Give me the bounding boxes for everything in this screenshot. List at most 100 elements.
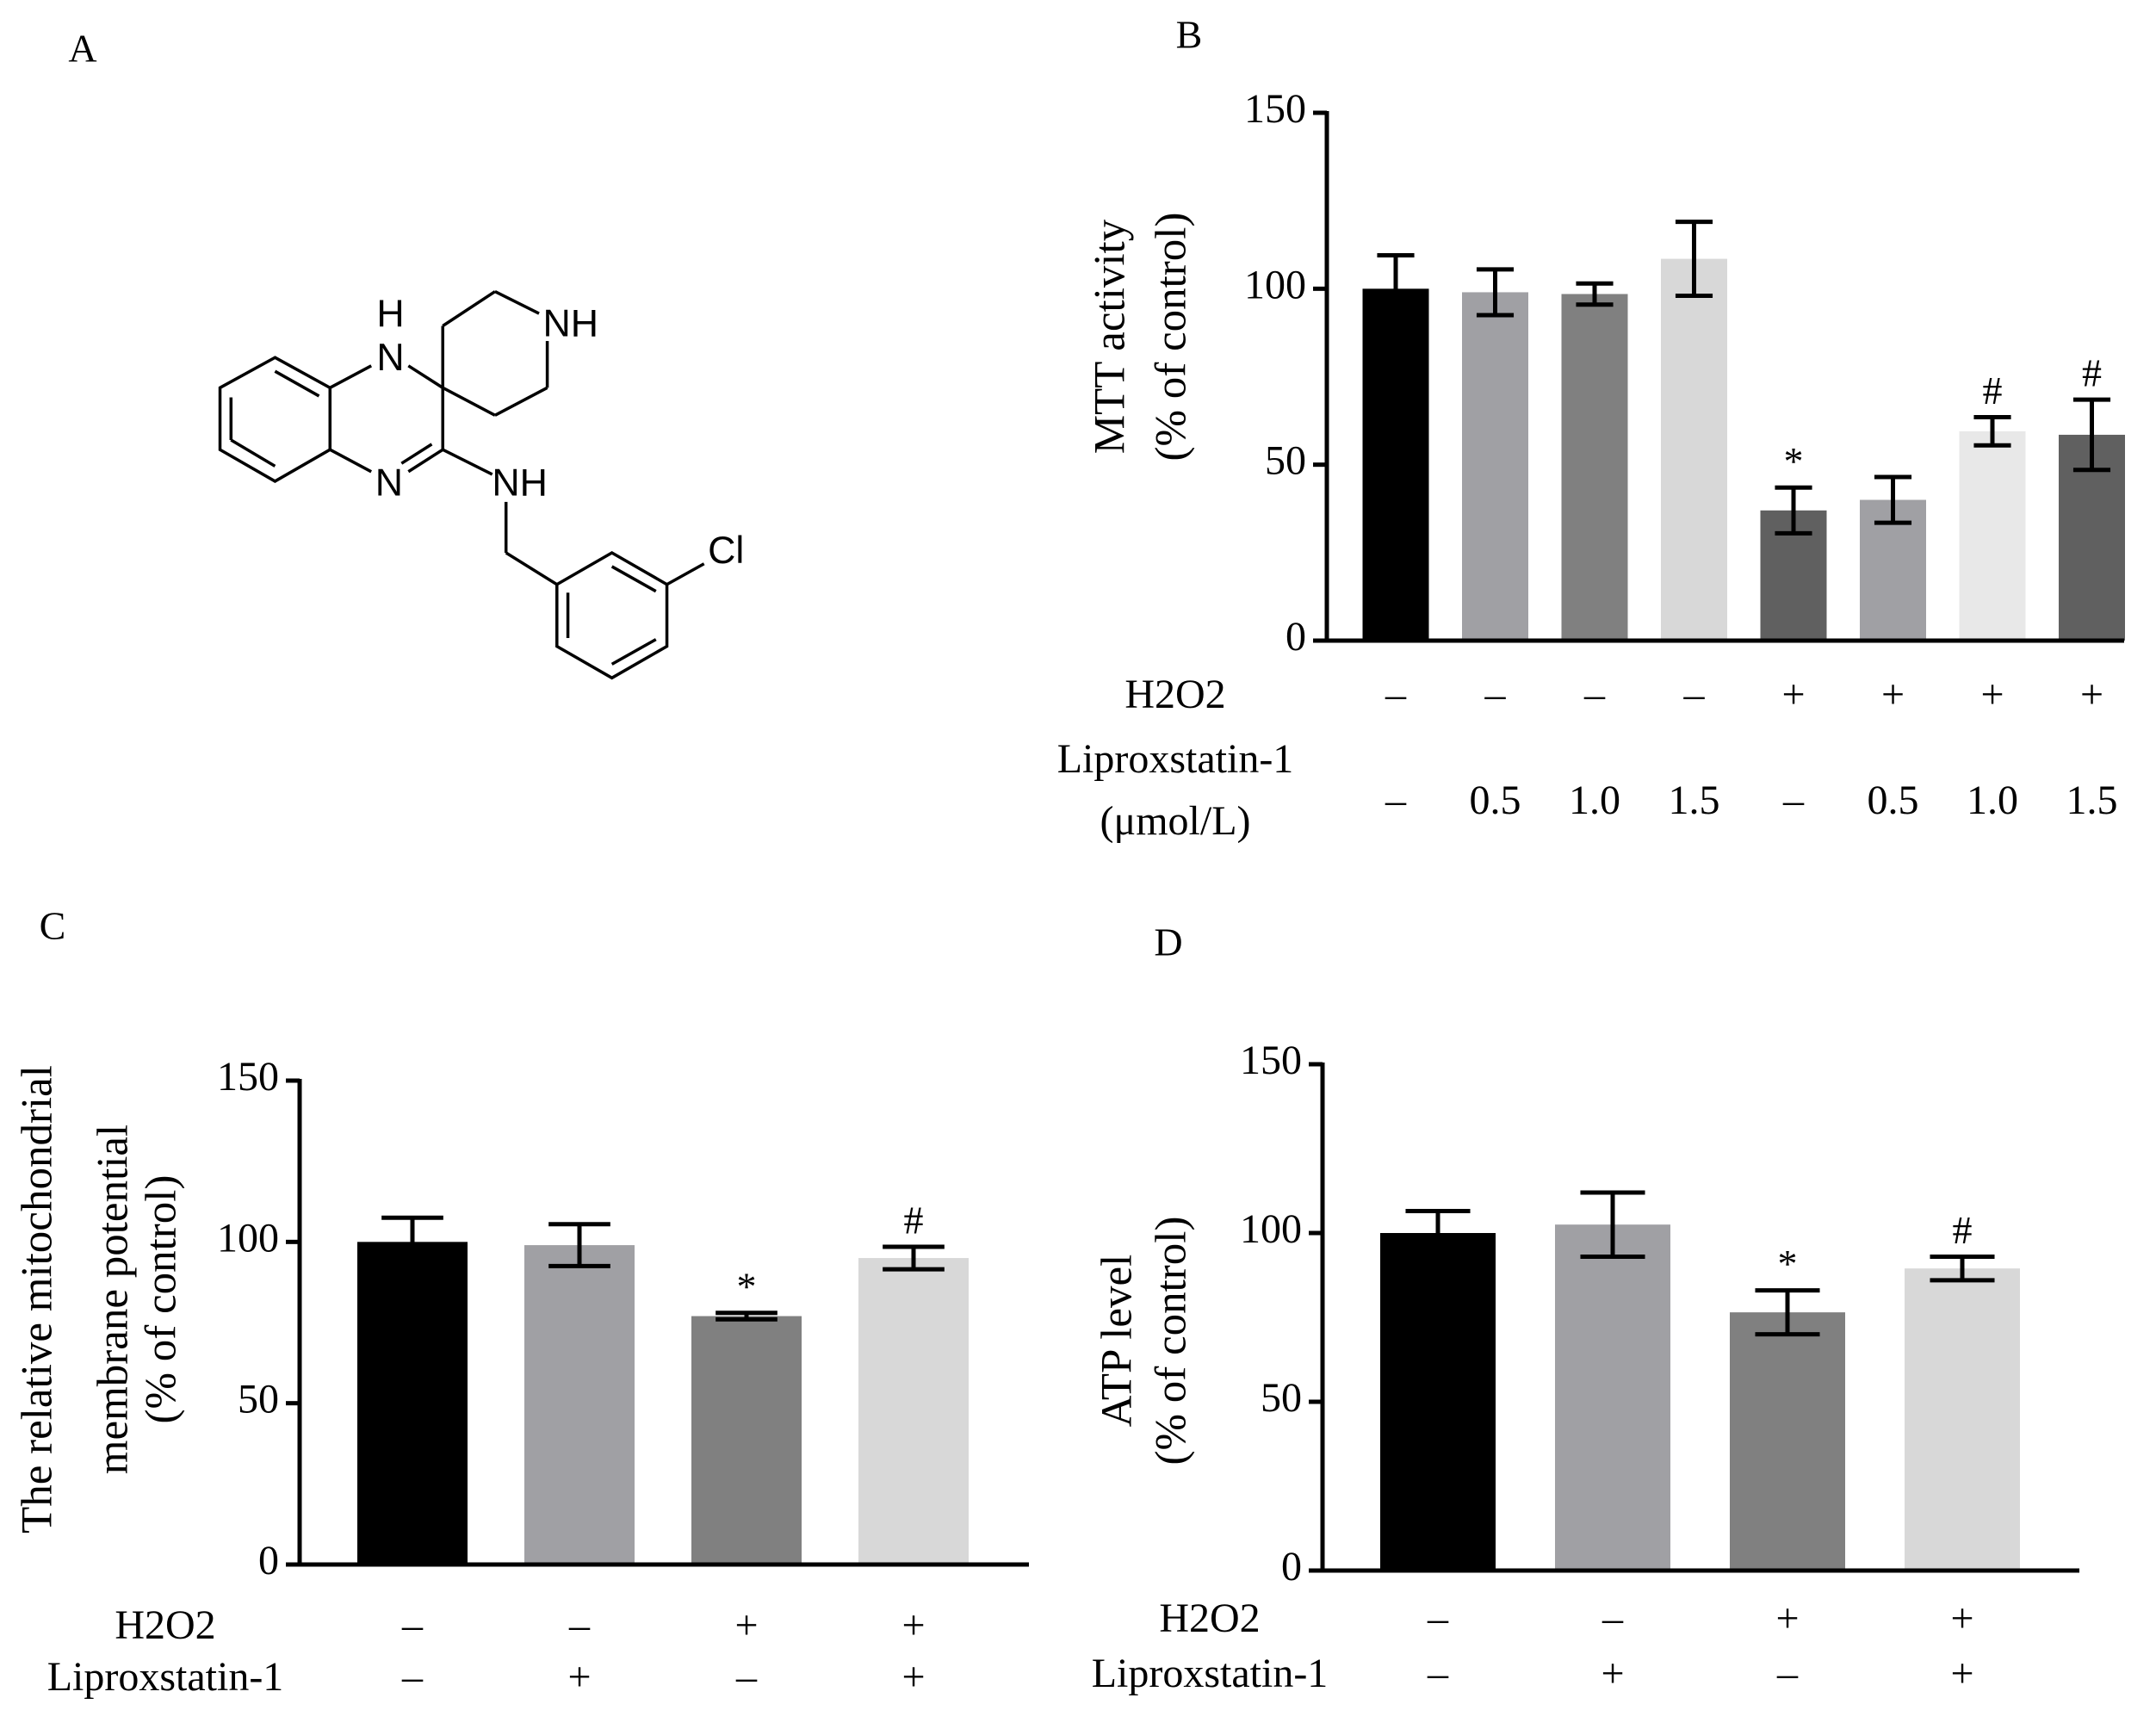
significance-mark: # bbox=[1983, 369, 2003, 412]
panel-label: C bbox=[40, 904, 66, 948]
y-axis-label: The relative mitochondrial bbox=[14, 1065, 62, 1534]
significance-mark: # bbox=[904, 1199, 924, 1242]
treatment-value: – bbox=[1782, 778, 1805, 823]
treatment-value: + bbox=[1601, 1651, 1624, 1696]
significance-mark: * bbox=[737, 1264, 757, 1308]
error-bar bbox=[1874, 474, 1912, 525]
significance-mark: * bbox=[1784, 439, 1804, 483]
y-axis-label: MTT activity bbox=[1087, 219, 1135, 454]
treatment-value: 1.5 bbox=[1669, 778, 1720, 823]
bar bbox=[357, 1242, 468, 1565]
bar bbox=[1959, 431, 2026, 641]
atom-label: N bbox=[376, 337, 404, 379]
bar bbox=[1462, 292, 1528, 641]
treatment-unit: (μmol/L) bbox=[1100, 798, 1250, 844]
y-tick-label: 150 bbox=[1240, 1038, 1302, 1083]
significance-mark: # bbox=[2082, 351, 2102, 395]
treatment-value: – bbox=[1583, 672, 1606, 717]
treatment-value: – bbox=[1385, 778, 1407, 823]
error-bar bbox=[2072, 397, 2111, 473]
error-bar bbox=[1675, 220, 1713, 299]
treatment-value: 1.0 bbox=[1569, 778, 1620, 823]
error-bar bbox=[1755, 1288, 1820, 1337]
y-tick-label: 50 bbox=[238, 1377, 279, 1422]
atom-label: NH bbox=[542, 302, 598, 344]
bar bbox=[524, 1245, 635, 1565]
treatment-value: + bbox=[1980, 672, 2004, 717]
treatment-value: – bbox=[568, 1602, 591, 1648]
y-tick-label: 150 bbox=[217, 1054, 279, 1100]
treatment-value: – bbox=[735, 1654, 758, 1700]
error-bar bbox=[716, 1311, 778, 1322]
error-bar bbox=[1576, 281, 1614, 307]
treatment-value: + bbox=[1781, 672, 1805, 717]
treatment-value: + bbox=[1950, 1651, 1973, 1696]
treatment-label: H2O2 bbox=[1159, 1596, 1260, 1641]
panel-label: D bbox=[1154, 920, 1182, 964]
y-tick-label: 100 bbox=[1240, 1206, 1302, 1252]
treatment-value: + bbox=[901, 1602, 925, 1648]
treatment-value: – bbox=[1484, 672, 1507, 717]
chemical-structure: H N NH N NH Cl bbox=[218, 289, 744, 680]
error-bar bbox=[1580, 1190, 1645, 1259]
error-bar bbox=[1377, 253, 1415, 325]
atom-label: NH bbox=[492, 462, 548, 505]
y-tick-label: 50 bbox=[1265, 438, 1306, 484]
error-bar bbox=[1476, 267, 1515, 318]
treatment-value: 0.5 bbox=[1868, 778, 1919, 823]
treatment-value: – bbox=[401, 1654, 424, 1700]
treatment-value: 1.0 bbox=[1967, 778, 2018, 823]
panel-label: A bbox=[68, 27, 96, 71]
atom-label: Cl bbox=[708, 530, 744, 572]
treatment-label: Liproxstatin-1 bbox=[1057, 736, 1294, 782]
significance-mark: # bbox=[1953, 1208, 1973, 1252]
error-bar bbox=[1405, 1209, 1471, 1257]
treatment-value: – bbox=[1602, 1596, 1624, 1641]
y-axis-label: (% of control) bbox=[1148, 1217, 1196, 1465]
bar bbox=[858, 1258, 969, 1565]
error-bar bbox=[381, 1215, 443, 1268]
treatment-value: – bbox=[1776, 1651, 1799, 1696]
bar bbox=[691, 1316, 802, 1565]
treatment-value: – bbox=[1385, 672, 1407, 717]
y-tick-label: 50 bbox=[1261, 1375, 1302, 1421]
error-bar bbox=[548, 1222, 610, 1268]
treatment-value: + bbox=[901, 1654, 925, 1700]
treatment-value: 1.5 bbox=[2066, 778, 2118, 823]
treatment-value: – bbox=[401, 1602, 424, 1648]
y-tick-label: 0 bbox=[1286, 614, 1306, 660]
atom-label: N bbox=[375, 462, 403, 505]
bar bbox=[1380, 1233, 1496, 1571]
significance-mark: * bbox=[1778, 1242, 1798, 1286]
treatment-value: – bbox=[1683, 672, 1706, 717]
bar bbox=[1555, 1224, 1670, 1571]
error-bar bbox=[883, 1244, 945, 1272]
y-axis-label: ATP level bbox=[1093, 1255, 1142, 1428]
y-axis-label: (% of control) bbox=[138, 1175, 186, 1424]
panel-label: B bbox=[1176, 13, 1203, 57]
treatment-label: Liproxstatin-1 bbox=[47, 1654, 284, 1700]
error-bar bbox=[1775, 485, 1812, 536]
treatment-value: + bbox=[2080, 672, 2103, 717]
treatment-value: + bbox=[1950, 1596, 1973, 1641]
bar bbox=[1561, 294, 1628, 641]
y-axis-label: (% of control) bbox=[1148, 213, 1196, 462]
treatment-value: + bbox=[1881, 672, 1905, 717]
treatment-label: H2O2 bbox=[1124, 672, 1225, 717]
error-bar bbox=[1930, 1254, 1995, 1283]
bar bbox=[1730, 1312, 1845, 1571]
error-bar bbox=[1973, 414, 2011, 448]
y-tick-label: 0 bbox=[1281, 1544, 1302, 1589]
treatment-label: Liproxstatin-1 bbox=[1092, 1651, 1329, 1696]
y-tick-label: 100 bbox=[1244, 262, 1306, 307]
y-tick-label: 0 bbox=[258, 1538, 279, 1583]
treatment-value: 0.5 bbox=[1470, 778, 1521, 823]
treatment-value: – bbox=[1427, 1651, 1449, 1696]
bar bbox=[1661, 258, 1727, 641]
treatment-value: + bbox=[734, 1602, 758, 1648]
treatment-label: H2O2 bbox=[115, 1602, 215, 1648]
y-tick-label: 100 bbox=[217, 1215, 279, 1261]
y-tick-label: 150 bbox=[1244, 86, 1306, 132]
bar bbox=[1905, 1268, 2020, 1571]
